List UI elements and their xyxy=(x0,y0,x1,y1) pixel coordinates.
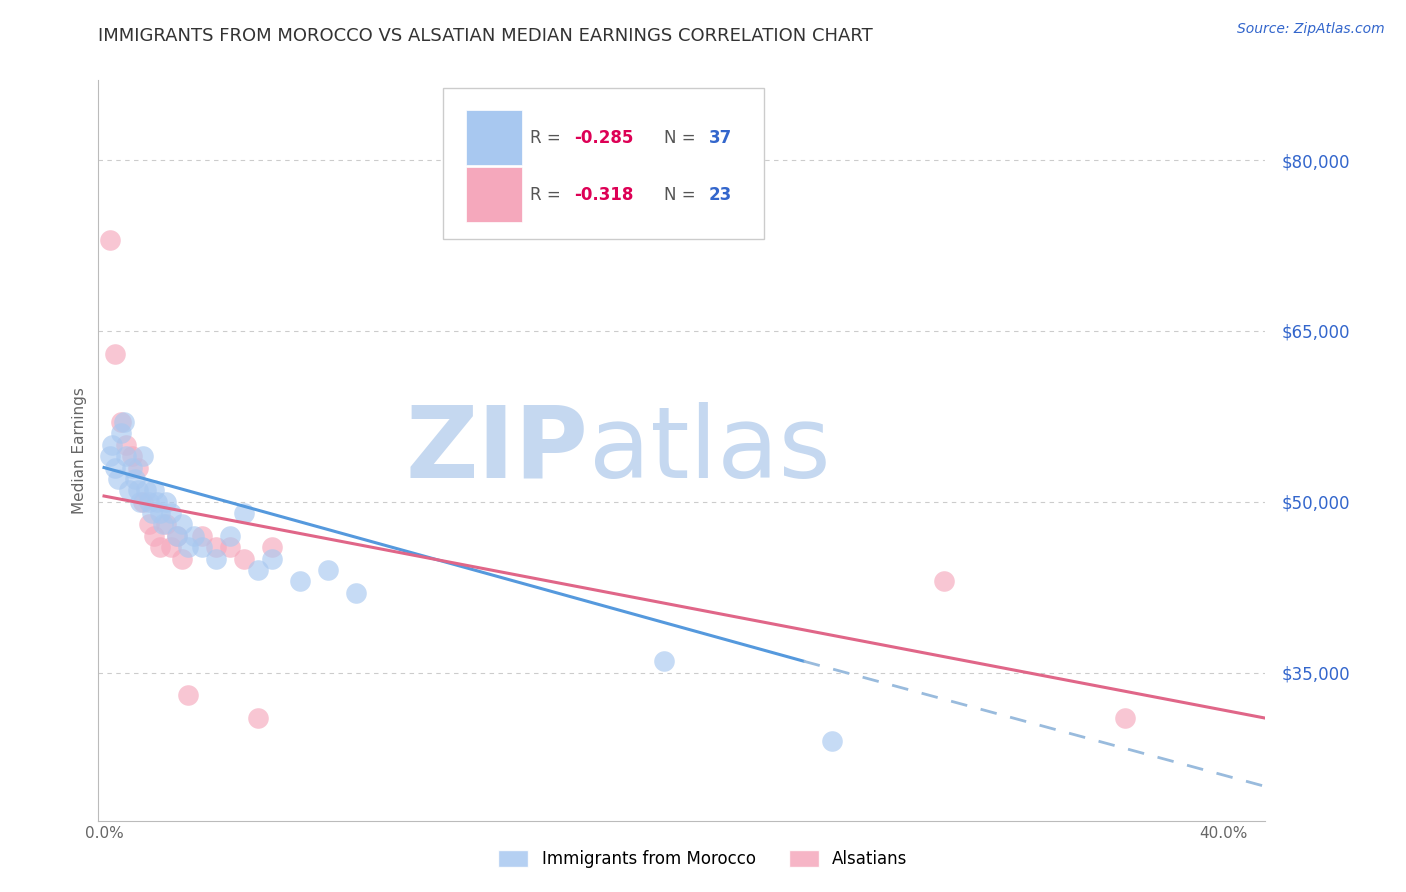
Point xyxy=(155,494,177,508)
Point xyxy=(132,494,155,508)
Point xyxy=(104,346,127,360)
Legend: Immigrants from Morocco, Alsatians: Immigrants from Morocco, Alsatians xyxy=(492,843,914,875)
Point xyxy=(138,517,160,532)
Point xyxy=(138,494,160,508)
Point xyxy=(172,551,194,566)
Point xyxy=(246,563,269,577)
Point xyxy=(98,449,121,463)
Text: 37: 37 xyxy=(709,128,733,146)
Point xyxy=(129,494,152,508)
FancyBboxPatch shape xyxy=(465,110,522,165)
Point xyxy=(152,517,174,532)
Point xyxy=(149,506,172,520)
Point xyxy=(172,517,194,532)
Point xyxy=(233,506,256,520)
Point xyxy=(191,529,214,543)
Point xyxy=(98,233,121,247)
Text: atlas: atlas xyxy=(589,402,830,499)
Point xyxy=(132,449,155,463)
Point xyxy=(115,449,138,463)
Point xyxy=(115,438,138,452)
Point xyxy=(160,541,183,555)
FancyBboxPatch shape xyxy=(465,167,522,222)
Text: IMMIGRANTS FROM MOROCCO VS ALSATIAN MEDIAN EARNINGS CORRELATION CHART: IMMIGRANTS FROM MOROCCO VS ALSATIAN MEDI… xyxy=(98,27,873,45)
Point xyxy=(260,541,283,555)
Point xyxy=(652,654,675,668)
Point xyxy=(316,563,339,577)
Text: Source: ZipAtlas.com: Source: ZipAtlas.com xyxy=(1237,22,1385,37)
Point xyxy=(143,529,166,543)
Point xyxy=(344,586,367,600)
Point xyxy=(246,711,269,725)
Point xyxy=(118,483,141,498)
Y-axis label: Median Earnings: Median Earnings xyxy=(72,387,87,514)
Text: ZIP: ZIP xyxy=(406,402,589,499)
Point xyxy=(288,574,311,589)
Point xyxy=(233,551,256,566)
Point xyxy=(932,574,955,589)
Point xyxy=(101,438,124,452)
Point xyxy=(146,494,169,508)
Point xyxy=(121,449,143,463)
Point xyxy=(219,541,242,555)
Text: N =: N = xyxy=(665,186,702,203)
Text: R =: R = xyxy=(530,128,567,146)
Point xyxy=(166,529,188,543)
Point xyxy=(191,541,214,555)
Point xyxy=(177,689,200,703)
Point xyxy=(205,551,228,566)
Point xyxy=(183,529,205,543)
Point xyxy=(149,541,172,555)
Point xyxy=(127,483,149,498)
Point xyxy=(155,517,177,532)
Point xyxy=(107,472,129,486)
Point xyxy=(166,529,188,543)
Text: -0.318: -0.318 xyxy=(575,186,634,203)
Point xyxy=(135,483,157,498)
Point xyxy=(143,483,166,498)
Point xyxy=(110,426,132,441)
Point xyxy=(121,460,143,475)
Text: R =: R = xyxy=(530,186,567,203)
Point xyxy=(127,460,149,475)
Point xyxy=(160,506,183,520)
Point xyxy=(219,529,242,543)
Text: 23: 23 xyxy=(709,186,733,203)
Point xyxy=(112,415,135,429)
Point xyxy=(260,551,283,566)
Text: N =: N = xyxy=(665,128,702,146)
Point xyxy=(1114,711,1136,725)
Point xyxy=(124,472,146,486)
Point xyxy=(820,734,842,748)
Point xyxy=(141,506,163,520)
FancyBboxPatch shape xyxy=(443,87,763,239)
Point xyxy=(205,541,228,555)
Point xyxy=(104,460,127,475)
Text: -0.285: -0.285 xyxy=(575,128,634,146)
Point xyxy=(110,415,132,429)
Point xyxy=(177,541,200,555)
